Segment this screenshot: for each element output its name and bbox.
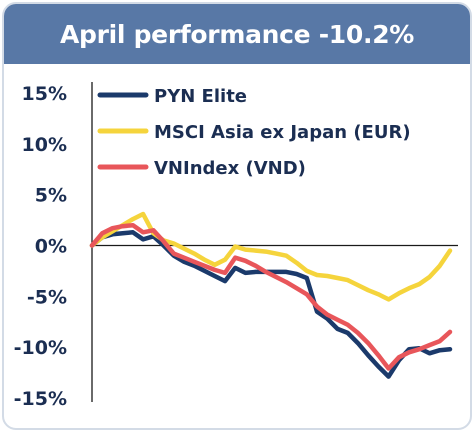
y-tick-label: -5% [27,286,67,308]
y-tick-label: -15% [14,388,67,410]
series-line-1 [89,211,453,302]
y-tick-label: -10% [14,337,67,359]
chart-card: April performance -10.2% [2,2,472,430]
chart-title: April performance -10.2% [4,4,470,64]
y-tick-label: 15% [22,83,67,105]
legend-label-1: MSCI Asia ex Japan (EUR) [154,122,411,143]
legend-label-0: PYN Elite [154,86,247,107]
y-tick-label: 5% [35,185,67,207]
series-line-2 [89,222,453,371]
series-line-0 [89,230,453,379]
y-tick-label: 10% [22,134,67,156]
y-tick-label: 0% [35,236,67,258]
legend-label-2: VNIndex (VND) [154,158,306,179]
